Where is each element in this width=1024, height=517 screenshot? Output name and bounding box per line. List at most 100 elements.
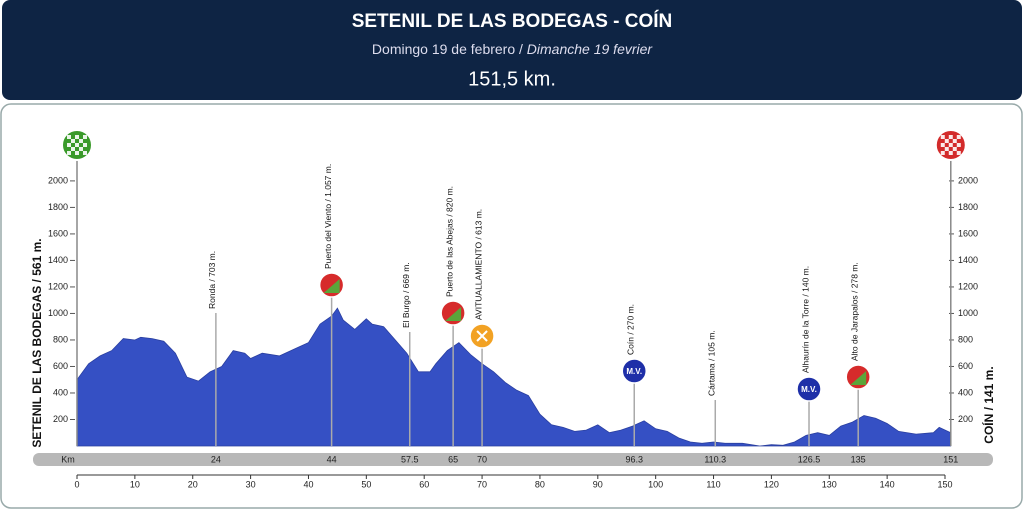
finish-flag-check [956,151,961,155]
header [2,0,1022,100]
chart-frame [0,103,1023,509]
x-tick-label: 90 [593,479,603,489]
y2-tick-label: 400 [958,387,973,397]
y-tick-label: 400 [53,387,68,397]
start-flag-check [71,147,75,151]
x-tick-label: 70 [477,479,487,489]
km-marker-label: 24 [211,454,221,464]
y2-tick-label: 200 [958,414,973,424]
gpm-icon [440,300,466,326]
km-marker-label: 126.5 [798,454,821,464]
subtitle-fr: Dimanche 19 fevrier [527,41,654,57]
finish-flag-check [944,139,949,143]
mv-icon-text: M.V. [801,385,817,394]
x-tick-label: 100 [648,479,663,489]
title: SETENIL DE LAS BODEGAS - COÍN [352,10,673,32]
mv-icon-text: M.V. [626,367,642,376]
point-label: Puerto de las Abejas / 820 m. [444,186,454,297]
finish-flag-check [940,135,945,139]
start-flag-check [67,143,71,147]
finish-flag-check [948,143,953,147]
finish-flag-check [956,135,961,139]
x-tick-label: 20 [188,479,198,489]
mv-icon [621,358,648,384]
finish-flag-check [940,143,945,147]
point-label: El Burgo / 669 m. [401,262,411,328]
start-flag-check [75,143,79,147]
y2-tick-label: 1600 [958,228,978,238]
point-label: AVITUALLAMIENTO / 613 m. [473,209,483,320]
point-label: Alto de Jarapalos / 278 m. [849,262,859,361]
point-label: Puerto del Viento / 1.057 m. [323,164,333,269]
y2-tick-label: 600 [958,361,973,371]
y-tick-label: 1800 [48,202,68,212]
gpm-mountain [850,371,867,385]
start-flag-check [83,151,87,155]
y2-tick-label: 2000 [958,175,978,185]
y-tick-label: 1200 [48,281,68,291]
x-tick-label: 80 [535,479,545,489]
x-tick-label: 130 [822,479,837,489]
x-tick-label: 140 [880,479,895,489]
start-flag-check [79,139,83,143]
x-tick-label: 60 [419,479,429,489]
y-tick-label: 800 [53,334,68,344]
point-label: Coín / 270 m. [626,304,636,355]
start-flag-check [75,151,79,155]
y-tick-label: 600 [53,361,68,371]
km-marker-label: 110.3 [704,454,726,464]
finish-flag-check [944,147,949,151]
km-marker-label: 151 [943,454,958,464]
y2-tick-label: 1000 [958,308,978,318]
y-tick-label: 2000 [48,175,68,185]
finish-label: COÍN / 141 m. [981,366,996,443]
start-flag-check [83,135,87,139]
point-label: Cártama / 105 m. [707,330,717,396]
km-marker-label: 44 [327,454,337,464]
y2-tick-label: 1400 [958,255,978,265]
x-tick-label: 40 [303,479,313,489]
point-label: Alhaurín de la Torre / 140 m. [800,266,810,373]
km-marker-label: 96.3 [625,454,643,464]
subtitle-es: Domingo 19 de febrero / [372,41,523,57]
x-tick-label: 0 [74,479,79,489]
finish-flag-check [952,147,957,151]
subtitle: Domingo 19 de febrero / Dimanche 19 fevr… [372,41,653,57]
x-tick-label: 10 [130,479,140,489]
feed-cross [476,330,488,342]
km-marker-label: 65 [448,454,458,464]
distance: 151,5 km. [468,68,556,90]
km-marker-label: 70 [477,454,487,464]
finish-flag-check [956,143,961,147]
finish-flag-check [952,139,957,143]
start-flag-check [79,147,83,151]
finish-flag-check [948,135,953,139]
gpm-icon [845,364,871,390]
y2-tick-label: 1800 [958,202,978,212]
mv-icon [796,376,822,402]
x-tick-label: 30 [246,479,256,489]
km-marker-label: 135 [851,454,866,464]
km-bar-label: Km [61,454,75,464]
start-flag-check [67,151,71,155]
start-label: SETENIL DE LAS BODEGAS / 561 m. [30,238,44,447]
gpm-mountain [445,307,462,321]
km-marker-label: 57.5 [401,454,419,464]
elevation-area [76,307,952,447]
gpm-mountain [323,279,340,293]
y2-tick-label: 1200 [958,281,978,291]
finish-flag-check [948,151,953,155]
y-tick-label: 1600 [48,228,68,238]
x-tick-label: 150 [937,479,952,489]
start-flag-check [71,139,75,143]
y-tick-label: 1400 [48,255,68,265]
y-tick-label: 200 [53,414,68,424]
point-label: Ronda / 703 m. [207,251,217,309]
start-flag-check [83,143,87,147]
start-flag-check [67,135,71,139]
y2-tick-label: 800 [958,334,973,344]
x-tick-label: 50 [361,479,371,489]
start-flag-check [75,135,79,139]
gpm-icon [318,272,345,298]
